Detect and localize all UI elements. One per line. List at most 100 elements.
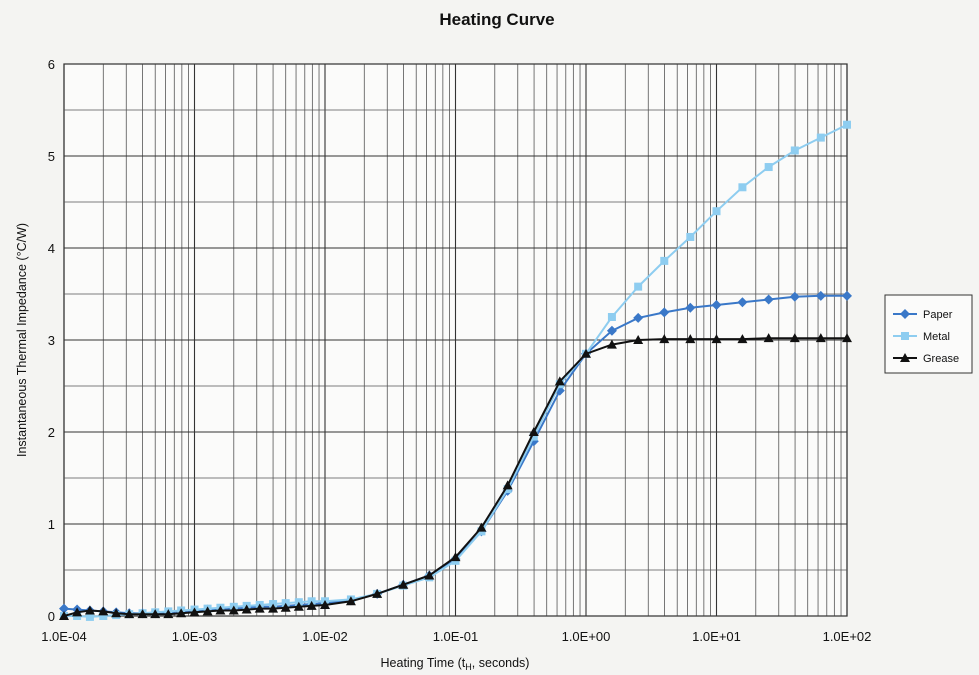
paper-point — [659, 307, 670, 318]
metal-point — [99, 612, 108, 620]
y-axis-ticks: 0 1 2 3 4 5 6 — [48, 57, 55, 624]
paper-point — [685, 302, 696, 313]
grease-point — [150, 609, 161, 619]
chart-title: Heating Curve — [439, 10, 554, 29]
legend-label-grease: Grease — [923, 353, 959, 365]
x-tick-label: 1.0E+02 — [823, 629, 872, 644]
grease-point — [98, 606, 109, 616]
grease-point — [528, 427, 539, 436]
grease-point — [789, 333, 800, 343]
y-tick-label: 0 — [48, 609, 55, 624]
x-axis-ticks: 1.0E-04 1.0E-03 1.0E-02 1.0E-01 1.0E+00 1.0E+… — [41, 629, 871, 644]
x-tick-label: 1.0E-04 — [41, 629, 87, 644]
grease-point — [424, 570, 435, 580]
grease-point — [372, 588, 383, 598]
legend-item-grease: Grease — [893, 353, 959, 365]
x-tick-label: 1.0E+01 — [692, 629, 741, 644]
metal-point — [764, 163, 773, 172]
grease-point — [320, 599, 330, 609]
x-axis-label-main: Heating Time (t — [381, 656, 466, 670]
metal-point — [607, 313, 616, 321]
metal-point — [712, 207, 721, 216]
metal-point — [843, 120, 851, 129]
x-axis-label-sub: H — [465, 662, 472, 672]
x-tick-label: 1.0E-01 — [433, 629, 479, 644]
x-axis-label-end: , seconds) — [472, 656, 530, 670]
grease-point — [189, 607, 200, 617]
grease-point — [763, 333, 774, 343]
paper-point — [633, 312, 644, 323]
metal-point — [660, 256, 669, 265]
grease-point — [502, 480, 513, 490]
grease-point — [581, 348, 591, 358]
y-axis-label: Instantaneous Thermal Impedance (°C/W) — [15, 223, 29, 457]
legend-marker-metal — [901, 332, 909, 340]
grease-point — [202, 606, 213, 616]
grease-point — [59, 611, 69, 620]
grease-point — [280, 602, 291, 612]
paper-point — [606, 325, 617, 336]
legend-label-paper: Paper — [923, 309, 953, 321]
legend-item-metal: Metal — [893, 331, 950, 343]
y-tick-label: 6 — [48, 57, 55, 72]
grease-point — [228, 605, 239, 615]
paper-point — [737, 297, 748, 308]
grease-point — [737, 334, 748, 344]
grease-point — [345, 596, 356, 606]
grease-series — [59, 333, 852, 620]
y-tick-label: 1 — [48, 517, 55, 532]
series-layer — [59, 120, 852, 621]
y-tick-label: 5 — [48, 149, 55, 164]
grease-point — [163, 609, 174, 619]
grease-point — [84, 605, 95, 615]
legend-item-paper: Paper — [893, 309, 953, 321]
grease-point — [476, 522, 487, 532]
legend-marker-paper — [900, 309, 910, 319]
grease-point — [606, 339, 617, 349]
y-tick-label: 3 — [48, 333, 55, 348]
grease-point — [111, 608, 122, 618]
metal-point — [85, 612, 94, 621]
legend-label-metal: Metal — [923, 331, 950, 343]
metal-point — [738, 183, 747, 192]
paper-point — [789, 291, 800, 302]
y-tick-label: 2 — [48, 425, 55, 440]
grease-point — [176, 608, 187, 618]
grease-point — [306, 600, 317, 610]
paper-point — [842, 290, 852, 301]
y-tick-label: 4 — [48, 241, 55, 256]
legend-box — [884, 294, 973, 374]
grease-point — [711, 334, 722, 344]
paper-point — [815, 290, 826, 301]
grease-point — [450, 552, 461, 562]
grease-point — [215, 605, 226, 615]
x-tick-label: 1.0E-03 — [172, 629, 218, 644]
grease-point — [293, 601, 304, 611]
legend-marker-grease — [900, 353, 910, 362]
grease-point — [633, 335, 644, 344]
x-tick-label: 1.0E-02 — [302, 629, 348, 644]
grease-point — [659, 334, 670, 344]
paper-point — [711, 300, 722, 311]
metal-point — [634, 282, 643, 291]
x-axis-label: Heating Time (tH, seconds) — [381, 656, 530, 672]
grease-point — [268, 603, 279, 613]
grease-point — [398, 579, 409, 589]
grease-point — [554, 376, 565, 386]
metal-point — [686, 232, 695, 241]
grease-point — [842, 333, 852, 343]
grease-point — [241, 604, 252, 614]
grease-point — [124, 609, 135, 619]
metal-point — [816, 133, 825, 142]
grease-point — [72, 607, 83, 617]
paper-point — [59, 603, 69, 614]
grease-point — [815, 333, 826, 343]
grease-point — [137, 609, 148, 619]
grease-point — [254, 603, 265, 613]
legend: Paper Metal Grease — [884, 294, 973, 374]
x-tick-label: 1.0E+00 — [562, 629, 611, 644]
metal-point — [790, 146, 799, 155]
paper-point — [763, 294, 774, 305]
metal-point — [529, 432, 538, 441]
